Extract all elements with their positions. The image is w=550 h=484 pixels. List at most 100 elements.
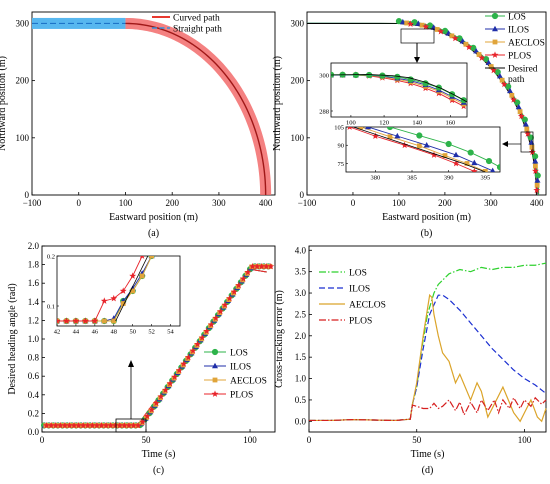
c-marker-PLOS: [134, 421, 142, 429]
b-legend-label-3: PLOS: [508, 52, 531, 62]
c-legend-marker-1: [212, 362, 218, 369]
c-marker-PLOS: [230, 288, 238, 295]
c-y-axis-label: Desired heading angle (rad): [7, 283, 18, 394]
legend-curved-label: Curved path: [173, 14, 220, 24]
c-xtick-label: 0: [40, 435, 45, 445]
b-marker-LOS: [395, 18, 403, 25]
c-inset-ytick-label: 0.2: [47, 253, 55, 260]
c-legend-marker-2: [212, 377, 218, 383]
c-inset-marker-PLOS: [81, 317, 89, 324]
d-legend-label-1: ILOS: [349, 285, 370, 295]
b-marker-AECLOS: [488, 64, 494, 69]
b-inset-bottom-marker-LOS: [445, 140, 452, 148]
b-xtick-label: 0: [351, 198, 356, 208]
b-inset-bottom-marker-AECLOS: [358, 127, 364, 130]
b-marker-PLOS: [465, 43, 473, 51]
c-marker-PLOS: [111, 421, 119, 429]
b-inset-top-xtick-label: 160: [446, 120, 456, 127]
b-inset-bottom-series-ILOS: [367, 127, 493, 172]
b-marker-AECLOS: [509, 92, 515, 98]
a-xtick-label: 300: [212, 198, 226, 208]
b-marker-LOS: [521, 116, 528, 123]
a-x-axis-label: Eastward position (m): [109, 212, 198, 223]
b-inset-top-desired: [331, 73, 467, 103]
b-marker-PLOS: [490, 66, 498, 74]
b-inset-bottom-desired: [353, 127, 486, 172]
b-marker-PLOS: [518, 112, 525, 120]
c-zoom-arrow: [128, 360, 134, 367]
c-inset-marker-PLOS: [129, 272, 137, 279]
c-marker-PLOS: [120, 421, 128, 429]
c-marker-PLOS: [217, 307, 224, 315]
a-y-axis-label: Northward position (m): [0, 56, 8, 151]
b-marker-ILOS: [534, 177, 541, 183]
c-ytick-label: 1.4: [28, 297, 40, 307]
c-xtick-label: 100: [243, 435, 257, 445]
a-ytick-label: 300: [16, 18, 30, 28]
c-legend-label-2: AECLOS: [230, 377, 267, 387]
c-ytick-label: 1.2: [28, 315, 39, 325]
d-x-axis-label: Time (s): [411, 449, 445, 460]
b-marker-AECLOS: [533, 163, 538, 169]
b-frame: [306, 11, 547, 196]
b-marker-ILOS: [496, 72, 503, 79]
legend-straight-label: Straight path: [173, 25, 222, 35]
b-inset-top-ytick-label: 300: [319, 72, 329, 79]
b-inset-bottom-marker-LOS: [467, 149, 474, 156]
b-inset-bottom-ytick-label: 75: [338, 161, 345, 168]
c-marker-PLOS: [157, 393, 165, 400]
b-inset-bottom-marker-ILOS: [394, 132, 401, 139]
b-inset-bottom-marker-LOS: [485, 157, 493, 165]
c-ytick-label: 0.8: [28, 353, 40, 363]
a-caption: (a): [148, 228, 159, 239]
b-inset-top-xtick-label: 140: [412, 120, 422, 127]
c-x-axis-label: Time (s): [142, 449, 176, 460]
b-legend-label-2: AECLOS: [508, 39, 545, 49]
b-zoom-box-bottom: [520, 131, 534, 153]
c-marker-PLOS: [235, 281, 243, 289]
b-xtick-label: 100: [392, 198, 406, 208]
a-xtick-label: 400: [259, 198, 273, 208]
c-legend-marker-3: [211, 390, 219, 397]
a-ytick-label: 200: [16, 76, 30, 86]
d-legend-label-2: AECLOS: [349, 301, 386, 311]
c-legend-label-1: ILOS: [230, 363, 251, 373]
b-marker-ILOS: [507, 87, 514, 94]
d-series-ILOS: [309, 294, 547, 422]
c-legend-marker-0: [211, 348, 219, 356]
b-marker-AECLOS: [449, 33, 455, 39]
c-marker-PLOS: [70, 421, 78, 429]
curved-path-band: [125, 17, 272, 196]
b-marker-AECLOS: [529, 144, 535, 150]
c-marker-PLOS: [79, 421, 87, 429]
b-inset-bottom-marker-ILOS: [453, 151, 459, 158]
b-marker-AECLOS: [404, 20, 410, 26]
c-marker-PLOS: [189, 347, 197, 354]
c-xtick-label: 50: [142, 435, 152, 445]
b-marker-ILOS: [515, 103, 522, 110]
c-inset-ytick-label: 0.1: [47, 303, 55, 310]
c-marker-PLOS: [203, 327, 211, 335]
b-inset-top-frame: [330, 62, 468, 118]
c-ytick-label: 0.0: [28, 427, 40, 437]
b-x-axis-label: Eastward position (m): [382, 212, 471, 223]
b-marker-LOS: [411, 19, 418, 26]
c-marker-PLOS: [249, 262, 256, 270]
d-legend-label-0: LOS: [349, 269, 367, 279]
curved-path-line: [125, 22, 267, 196]
c-marker-PLOS: [258, 262, 266, 270]
c-inset-xtick-label: 46: [92, 329, 99, 336]
b-marker-AECLOS: [524, 126, 530, 132]
b-inset-bottom-marker-ILOS: [365, 127, 371, 130]
c-marker-PLOS: [253, 262, 261, 270]
b-inset-bottom-ytick-label: 90: [338, 143, 345, 150]
b-marker-ILOS: [473, 47, 480, 54]
c-marker-PLOS: [175, 366, 183, 374]
c-marker-PLOS: [98, 421, 105, 429]
b-marker-PLOS: [437, 27, 445, 35]
c-inset-marker-PLOS: [140, 256, 145, 259]
c-marker-PLOS: [171, 373, 179, 380]
b-ytick-label: 200: [291, 76, 305, 86]
d-ytick-label: 0.0: [295, 416, 307, 426]
